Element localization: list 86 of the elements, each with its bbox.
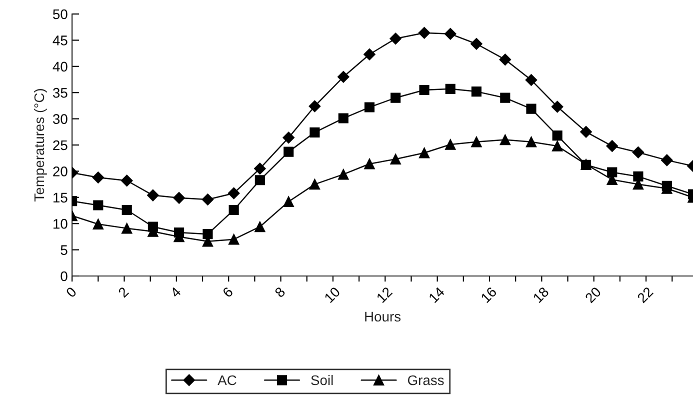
y-tick-label: 10 (54, 218, 68, 229)
point (93, 200, 104, 210)
x-axis-title: Hours (365, 312, 401, 322)
point (390, 32, 402, 45)
point (173, 192, 185, 204)
point (470, 38, 482, 50)
point (337, 70, 350, 83)
point (283, 196, 294, 207)
point (525, 74, 538, 86)
point (310, 127, 320, 138)
point (122, 204, 132, 216)
point (228, 187, 240, 200)
point (147, 189, 159, 202)
point (606, 140, 618, 152)
point (632, 146, 644, 158)
x-tick-label: 2 (118, 286, 130, 298)
point (254, 221, 266, 232)
y-tick-label: 20 (53, 166, 68, 176)
point (308, 100, 321, 112)
point (202, 194, 214, 206)
point (284, 146, 294, 157)
point (499, 54, 512, 66)
point (552, 130, 562, 141)
y-tick-label: 15 (54, 192, 68, 203)
point (282, 132, 295, 144)
point (174, 227, 184, 238)
point (228, 234, 240, 245)
point (662, 180, 672, 191)
y-tick-label: 35 (52, 88, 68, 98)
legend-label: Soil (311, 374, 333, 386)
point (444, 139, 456, 150)
point (471, 136, 482, 148)
point (228, 204, 239, 216)
point (254, 175, 265, 186)
point (364, 158, 375, 170)
point (364, 48, 376, 60)
point (607, 167, 618, 178)
point (526, 104, 536, 114)
point (552, 140, 563, 152)
point (660, 154, 673, 166)
x-tick-label: 12 (376, 286, 393, 304)
x-tick-label: 10 (324, 286, 341, 304)
point (148, 222, 158, 232)
y-tick-label: 25 (53, 140, 68, 150)
point (419, 84, 430, 96)
legend-label: AC (218, 375, 236, 386)
point (390, 154, 401, 165)
x-tick-label: 22 (636, 286, 654, 304)
legend-label: Grass (408, 375, 444, 386)
point (551, 100, 564, 113)
point (581, 160, 592, 170)
point (580, 126, 592, 138)
point (418, 147, 430, 158)
y-tick-label: 0 (60, 271, 68, 282)
point (471, 86, 482, 97)
point (500, 134, 511, 146)
y-tick-label: 5 (60, 245, 68, 255)
x-tick-label: 4 (170, 286, 182, 298)
point (202, 229, 213, 240)
point (418, 26, 430, 39)
point (120, 174, 133, 187)
x-tick-label: 20 (584, 286, 602, 304)
y-axis-title: Temperatures (°C) (34, 89, 47, 202)
x-tick-label: 18 (532, 286, 550, 304)
x-tick-label: 16 (480, 286, 498, 304)
y-tick-label: 45 (52, 36, 68, 46)
point (526, 136, 537, 148)
y-tick-label: 50 (53, 9, 68, 20)
point (444, 28, 456, 40)
x-tick-label: 8 (274, 286, 286, 298)
point (309, 178, 320, 190)
point (92, 172, 104, 184)
point (445, 84, 456, 94)
point (633, 171, 644, 182)
y-tick-label: 40 (52, 62, 68, 72)
x-tick-label: 14 (428, 286, 446, 304)
point (92, 218, 104, 230)
y-tick-label: 30 (52, 114, 68, 124)
point (254, 162, 266, 174)
point (500, 92, 510, 103)
point (390, 92, 401, 103)
point (364, 102, 375, 112)
point (338, 168, 349, 180)
point (121, 222, 132, 234)
point (338, 113, 348, 124)
x-tick-label: 6 (222, 286, 234, 298)
